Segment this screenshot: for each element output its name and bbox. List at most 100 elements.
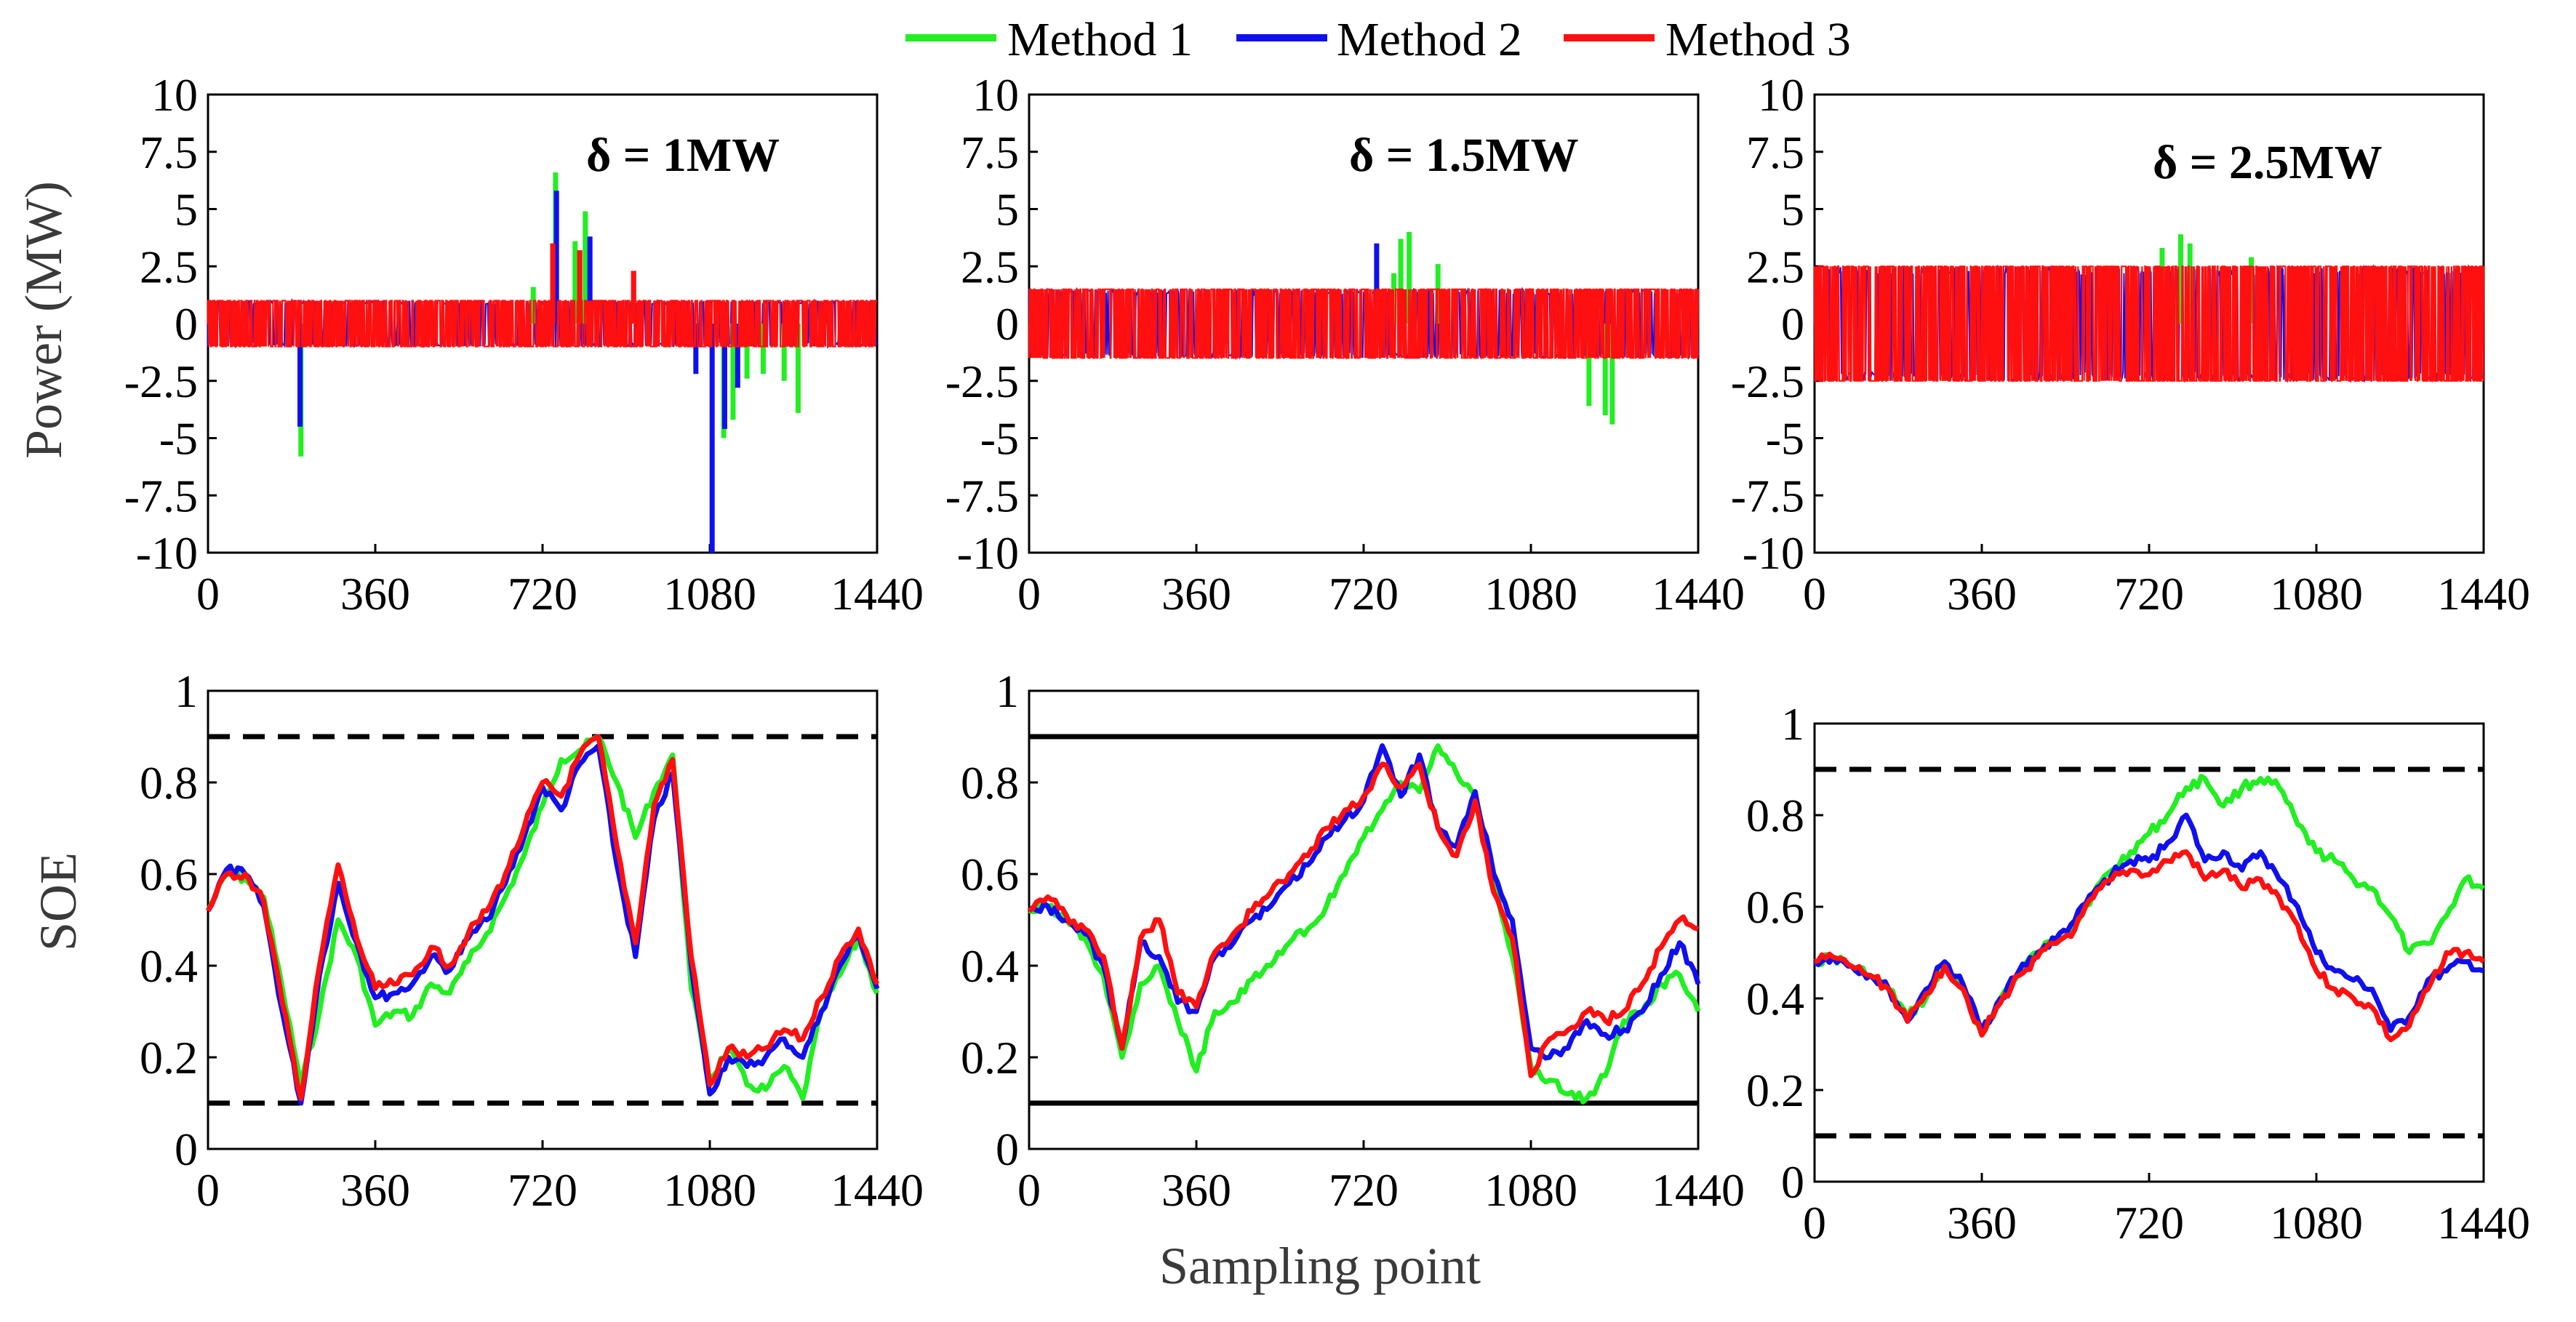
soe-2-xtick-label: 0 [1017, 1164, 1041, 1216]
soe-2-line-method-3 [1028, 761, 1700, 1078]
power-1-ytick-label: 10 [151, 69, 198, 121]
power-1-ytick-label: -2.5 [124, 356, 198, 407]
soe-2-ytick-label: 1 [996, 665, 1019, 717]
power-2-xtick-label: 0 [1017, 568, 1041, 620]
soe-2-ytick-label: 0.8 [961, 757, 1019, 809]
soe-2-xtick-label: 360 [1161, 1164, 1231, 1216]
soe-1-xtick-label: 720 [508, 1164, 577, 1216]
soe-3-xtick-label: 0 [1803, 1197, 1826, 1249]
power-2-ytick-label: 5 [996, 184, 1019, 236]
power-panel-1: 0 360 720 1080 1440 10 7.5 52.5 0 -2.5 -5-7.5 -10 δ… [124, 69, 924, 620]
power-2-method-3-band [1028, 288, 1700, 359]
soe-2-xtick-label: 1080 [1484, 1164, 1577, 1216]
power-1-xtick-label: 1440 [831, 568, 924, 620]
power-1-ytick-label: 5 [175, 184, 198, 236]
soe-1-axes-frame [207, 689, 879, 1150]
panel-3-delta-label: δ = 2.5MW [2153, 136, 2383, 189]
soe-2-ytick-label: 0.2 [961, 1032, 1019, 1083]
soe-2-xtick-label: 1440 [1652, 1164, 1745, 1216]
power-3-xtick-label: 1080 [2270, 568, 2363, 620]
soe-1-line-method-1 [205, 734, 880, 1102]
soe-panel-3: 0 360 720 1080 1440 1 0.8 0.6 0.4 0.2 0 [1746, 698, 2530, 1249]
power-1-ytick-label: 0 [175, 298, 198, 350]
soe-plot-area-3: 0 360 720 1080 1440 1 0.8 0.6 0.4 0.2 0 [1746, 698, 2530, 1249]
power-2-ytick-label: -7.5 [945, 470, 1019, 521]
soe-3-ytick-label: 0.8 [1746, 790, 1804, 841]
power-2-ytick-label: 7.5 [961, 127, 1019, 178]
soe-3-ytick-label: 0.4 [1746, 973, 1804, 1025]
power-1-ytick-label: 7.5 [140, 127, 198, 178]
soe-3-ytick-label: 0.2 [1746, 1065, 1804, 1116]
power-3-ytick-label: 0 [1781, 298, 1804, 350]
soe-2-ytick-label: 0.6 [961, 849, 1019, 900]
soe-panel-1: 0 360 720 1080 1440 1 0.8 0.6 0.4 0.2 0 [140, 665, 924, 1216]
legend-label-method-3: Method 3 [1665, 13, 1851, 66]
power-3-ytick-label: 2.5 [1746, 241, 1804, 292]
soe-1-ytick-label: 0.2 [140, 1032, 198, 1083]
power-1-ytick-label: -5 [159, 413, 198, 465]
power-2-xtick-label: 720 [1329, 568, 1399, 620]
x-axis-label: Sampling point [1159, 1237, 1481, 1295]
soe-plot-area-1: 0 360 720 1080 1440 1 0.8 0.6 0.4 0.2 0 [140, 665, 924, 1216]
power-3-xtick-label: 360 [1947, 568, 2017, 620]
legend-label-method-2: Method 2 [1337, 13, 1522, 66]
power-3-xtick-label: 0 [1803, 568, 1826, 620]
power-3-ytick-label: -5 [1766, 413, 1804, 465]
power-3-method-3-band [1813, 265, 2485, 382]
soe-1-ytick-label: 0 [175, 1123, 198, 1175]
power-3-ytick-label: -2.5 [1731, 356, 1804, 407]
soe-1-xtick-label: 1440 [831, 1164, 924, 1216]
soe-y-axis-label: SOE [29, 852, 87, 951]
power-1-method-3-band [207, 300, 877, 348]
power-2-ytick-label: -5 [980, 413, 1019, 465]
soe-1-xtick-label: 1080 [663, 1164, 756, 1216]
soe-2-line-method-1 [1028, 743, 1701, 1105]
soe-1-line-method-3 [205, 734, 880, 1102]
power-panel-2: 0 360 720 1080 1440 10 7.5 52.5 0 -2.5 -5-7.5 -10 δ… [945, 69, 1745, 620]
soe-3-line-method-3 [1814, 849, 2486, 1043]
soe-3-xtick-label: 1440 [2437, 1197, 2530, 1249]
power-2-ytick-label: -10 [957, 527, 1019, 579]
panel-2-delta-label: δ = 1.5MW [1349, 129, 1579, 182]
power-2-xtick-label: 1080 [1484, 568, 1577, 620]
legend: Method 1 Method 2 Method 3 [905, 13, 1851, 66]
power-3-ytick-label: -10 [1743, 527, 1804, 579]
power-2-xtick-label: 1440 [1652, 568, 1745, 620]
power-1-xtick-label: 720 [508, 568, 577, 620]
soe-3-xtick-label: 720 [2114, 1197, 2184, 1249]
power-3-xtick-label: 1440 [2437, 568, 2530, 620]
soe-plot-area-2: 0 360 720 1080 1440 1 0.8 0.6 0.4 0.2 0 [961, 665, 1745, 1216]
power-3-ytick-label: 5 [1781, 184, 1804, 236]
soe-1-ytick-label: 0.8 [140, 757, 198, 809]
soe-3-xtick-label: 1080 [2270, 1197, 2363, 1249]
power-1-xtick-label: 1080 [663, 568, 756, 620]
power-2-ytick-label: 2.5 [961, 241, 1019, 292]
soe-panel-2: 0 360 720 1080 1440 1 0.8 0.6 0.4 0.2 0 [961, 665, 1745, 1216]
soe-1-xtick-label: 0 [196, 1164, 220, 1216]
soe-1-ytick-label: 1 [175, 665, 198, 717]
power-3-xtick-label: 720 [2114, 568, 2184, 620]
power-1-xtick-label: 360 [340, 568, 410, 620]
panel-1-delta-label: δ = 1MW [586, 129, 780, 182]
legend-label-method-1: Method 1 [1007, 13, 1193, 66]
power-plot-area-3: 0 360 720 1080 1440 10 7.5 52.5 0 -2.5 -5-7.5 -10 [1731, 69, 2530, 620]
soe-2-ytick-label: 0.4 [961, 940, 1019, 992]
soe-3-ytick-label: 0.6 [1746, 881, 1804, 933]
soe-3-line-method-2 [1812, 812, 2485, 1033]
power-plot-area-1: 0 360 720 1080 1440 10 7.5 52.5 0 -2.5 -5-7.5 -10 [124, 69, 924, 620]
soe-1-xtick-label: 360 [340, 1164, 410, 1216]
power-2-ytick-label: 10 [972, 69, 1019, 121]
power-y-axis-label: Power (MW) [15, 181, 73, 459]
soe-3-xtick-label: 360 [1947, 1197, 2017, 1249]
soe-3-ytick-label: 0 [1781, 1156, 1804, 1208]
soe-3-axes-frame [1813, 722, 2485, 1183]
soe-3-ytick-label: 1 [1781, 698, 1804, 750]
soe-1-ytick-label: 0.6 [140, 849, 198, 900]
power-2-ytick-label: -2.5 [945, 356, 1019, 407]
power-1-ytick-label: -10 [136, 527, 198, 579]
power-1-ytick-label: 2.5 [140, 241, 198, 292]
soe-2-xtick-label: 720 [1329, 1164, 1399, 1216]
power-1-ytick-label: -7.5 [124, 470, 198, 521]
power-panel-3: 0 360 720 1080 1440 10 7.5 52.5 0 -2.5 -5-7.5 -10 δ… [1731, 69, 2530, 620]
